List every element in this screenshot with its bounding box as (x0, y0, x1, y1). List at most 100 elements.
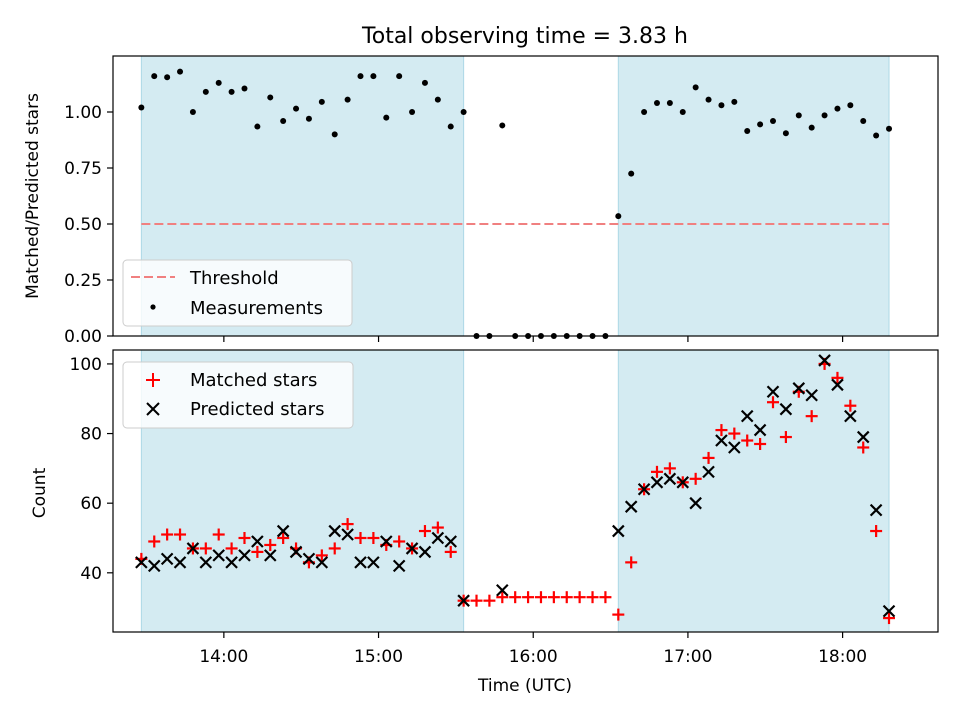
predicted-stars-point (856, 430, 870, 444)
predicted-stars-point (367, 556, 380, 569)
matched-stars-point (315, 549, 328, 562)
predicted-stars-point (444, 535, 458, 548)
matched-stars-point (612, 608, 625, 621)
x-tick-label: 15:00 (354, 647, 403, 667)
predicted-stars-point (212, 549, 225, 562)
predicted-stars-point (263, 549, 277, 562)
matched-stars-point (728, 427, 741, 440)
matched-stars-point (650, 465, 663, 478)
matched-stars-point (779, 431, 792, 444)
measurement-point (692, 84, 699, 91)
matched-stars-point (663, 462, 676, 475)
matched-stars-point (547, 591, 560, 604)
measurement-point (705, 96, 712, 103)
predicted-stars-point (792, 382, 806, 395)
count-y-axis-label: Count (30, 467, 50, 518)
predicted-stars-point (405, 542, 419, 555)
predicted-stars-point (740, 409, 754, 423)
matched-stars-point (715, 424, 728, 437)
predicted-stars-point (689, 496, 702, 510)
matched-stars-point (444, 545, 457, 558)
predicted-stars-point (702, 465, 715, 479)
measurement-point (860, 117, 867, 124)
matched-stars-point (870, 525, 883, 538)
predicted-stars-point (289, 545, 303, 559)
predicted-stars-point (160, 552, 174, 566)
threshold-legend-label: Threshold (189, 268, 279, 289)
measurement-point (434, 96, 441, 103)
matched-stars-point (522, 591, 535, 604)
measurement-point (718, 102, 725, 109)
matched-stars-point (483, 594, 496, 607)
measurement-point (499, 122, 506, 129)
predicted-stars-point (276, 524, 290, 538)
measurement-point (318, 98, 325, 105)
matched-stars-point (702, 451, 715, 464)
measurement-point (241, 85, 248, 92)
y-tick-label: 60 (80, 494, 102, 514)
predicted-stars-point (882, 604, 896, 618)
matched-stars-point (754, 438, 767, 450)
measurement-point (795, 112, 802, 119)
measurements-series (138, 68, 893, 339)
measurement-point (641, 109, 648, 115)
x-tick-label: 17:00 (663, 647, 712, 667)
measurement-point (744, 128, 751, 135)
matched-stars-point (470, 594, 483, 607)
predicted-stars-point (238, 549, 251, 562)
matched-stars-point (277, 532, 290, 544)
measurement-point (202, 88, 209, 95)
predicted-stars-point (341, 528, 354, 541)
measurement-point (164, 74, 171, 81)
chart-title: Total observing time = 3.83 h (361, 24, 688, 49)
matched-stars-point (599, 591, 612, 604)
predicted-stars-point (637, 482, 651, 496)
matched-stars-point (367, 532, 380, 544)
measurement-point (447, 123, 454, 130)
predicted-stars-point (624, 500, 638, 513)
measurement-point (383, 114, 390, 121)
measurement-point (228, 88, 235, 95)
predicted-stars-point (392, 559, 406, 573)
matched-stars-point (148, 535, 161, 548)
y-tick-label: 0.25 (64, 271, 102, 291)
predicted-stars-point (431, 531, 445, 545)
matched-stars-point (161, 528, 174, 541)
matched-stars-point (741, 434, 754, 447)
measurement-point (782, 130, 789, 137)
matched-stars-point (251, 545, 264, 558)
measurement-point (177, 68, 184, 75)
ratio-legend: Threshold Measurements (122, 259, 353, 327)
matched-stars-point (883, 612, 896, 625)
matched-stars-point (857, 441, 870, 454)
ratio-y-axis-label: Matched/Predicted stars (23, 93, 43, 299)
measurement-point (653, 100, 660, 107)
matched-stars-point (264, 538, 277, 551)
measurement-point (215, 79, 222, 86)
measurements-legend-swatch (150, 304, 156, 310)
matched-stars-point (805, 410, 818, 423)
measurement-point (628, 170, 635, 177)
predicted-legend-swatch (146, 402, 160, 416)
measurement-point (254, 123, 261, 130)
measurement-point (357, 73, 364, 80)
count-panel: 40 60 80 100 14:00 15:00 16:00 17:00 18:00 Coun… (30, 349, 939, 667)
count-legend: Matched stars Predicted stars (122, 361, 354, 429)
predicted-stars-point (831, 378, 844, 392)
matched-stars-point (174, 528, 187, 541)
matched-stars-point (625, 556, 638, 569)
matched-stars-point (238, 532, 251, 544)
measurement-point (615, 213, 622, 220)
measurement-point (189, 109, 196, 115)
measurement-point (666, 100, 673, 107)
observing-window-shade (617, 55, 890, 337)
predicted-stars-point (650, 476, 664, 489)
matched-stars-point (418, 525, 431, 538)
measurement-point (873, 132, 880, 139)
x-tick-label: 14:00 (199, 647, 248, 667)
measurement-point (396, 73, 403, 80)
matched-stars-point (767, 396, 779, 409)
y-tick-label: 0.50 (64, 215, 102, 235)
y-tick-label: 0.00 (64, 327, 102, 347)
predicted-stars-series (135, 354, 896, 618)
